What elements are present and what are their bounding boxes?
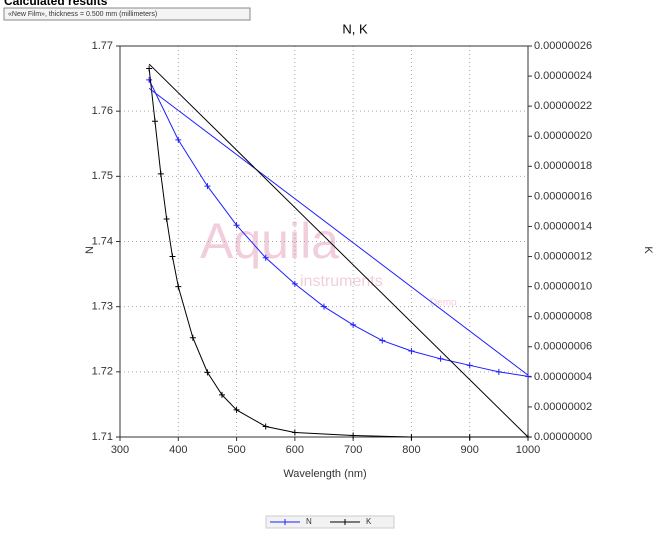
x-tick-label: 400 [169,444,187,456]
y2-axis-label: K [642,246,654,254]
y-tick-label: 1.75 [92,170,113,182]
marker [379,337,386,344]
marker [169,253,176,260]
x-tick-label: 1000 [516,444,540,456]
y2-tick-label: 0.00000002 [534,401,592,413]
series-line [148,87,529,376]
y-tick-label: 1.77 [92,40,113,52]
header: Calculated results [4,0,108,8]
marker [175,136,182,143]
y2-tick-label: 0.00000020 [534,130,592,142]
marker [151,118,158,125]
marker [408,347,415,354]
legend-swatch [282,519,288,525]
marker [350,432,357,439]
film-box-text: «New Film», thickness = 0.500 mm (millim… [8,11,157,18]
marker [204,369,211,376]
watermark: Demo [430,298,457,309]
marker [437,355,444,362]
x-tick-label: 900 [461,444,479,456]
marker [262,254,269,261]
marker [157,170,164,177]
watermark: Aquila [200,213,339,269]
marker [204,183,211,190]
marker [466,362,473,369]
x-tick-label: 500 [227,444,245,456]
legend-swatch [342,519,348,525]
watermark: instruments [300,273,383,290]
marker [175,283,182,290]
plot-frame [119,45,529,438]
x-tick-label: 800 [402,444,420,456]
marker [189,334,196,341]
film-box [3,7,251,21]
y-tick-label: 1.72 [92,366,113,378]
marker [163,215,170,222]
y-tick-label: 1.71 [92,431,113,443]
y-tick-label: 1.76 [92,105,113,117]
legend-label: N [306,517,312,526]
x-tick-label: 700 [344,444,362,456]
y-axis-label: N [84,246,96,254]
y2-tick-label: 0.00000026 [534,40,592,52]
marker [233,222,240,229]
marker [146,76,153,83]
marker [291,280,298,287]
y2-tick-label: 0.00000000 [534,431,592,443]
marker [219,391,225,398]
y2-tick-label: 0.00000024 [534,70,592,82]
marker [321,303,327,310]
y2-tick-label: 0.00000014 [534,220,592,232]
y2-tick-label: 0.00000008 [534,311,592,323]
series-line [148,68,528,438]
legend-label: K [366,517,372,526]
y-tick-label: 1.73 [92,301,113,313]
x-axis-label: Wavelength (nm) [283,468,366,480]
y2-tick-label: 0.00000018 [534,160,592,172]
marker [466,434,473,440]
marker [291,429,298,436]
marker [262,423,269,430]
y2-tick-label: 0.00000010 [534,281,592,293]
y2-tick-label: 0.00000016 [534,190,592,202]
marker [233,406,240,413]
marker [350,321,357,328]
marker [408,434,415,440]
y2-tick-label: 0.00000004 [534,371,592,383]
series-line [148,63,529,438]
marker [495,368,502,375]
series-line [148,79,529,377]
chart-title: N, K [342,21,368,36]
x-tick-label: 300 [111,444,129,456]
y2-tick-label: 0.00000006 [534,341,592,353]
x-tick-label: 600 [286,444,304,456]
marker [146,65,153,72]
y-tick-label: 1.74 [92,235,113,247]
marker [525,373,531,380]
y2-tick-label: 0.00000012 [534,250,592,262]
y2-tick-label: 0.00000022 [534,100,592,112]
